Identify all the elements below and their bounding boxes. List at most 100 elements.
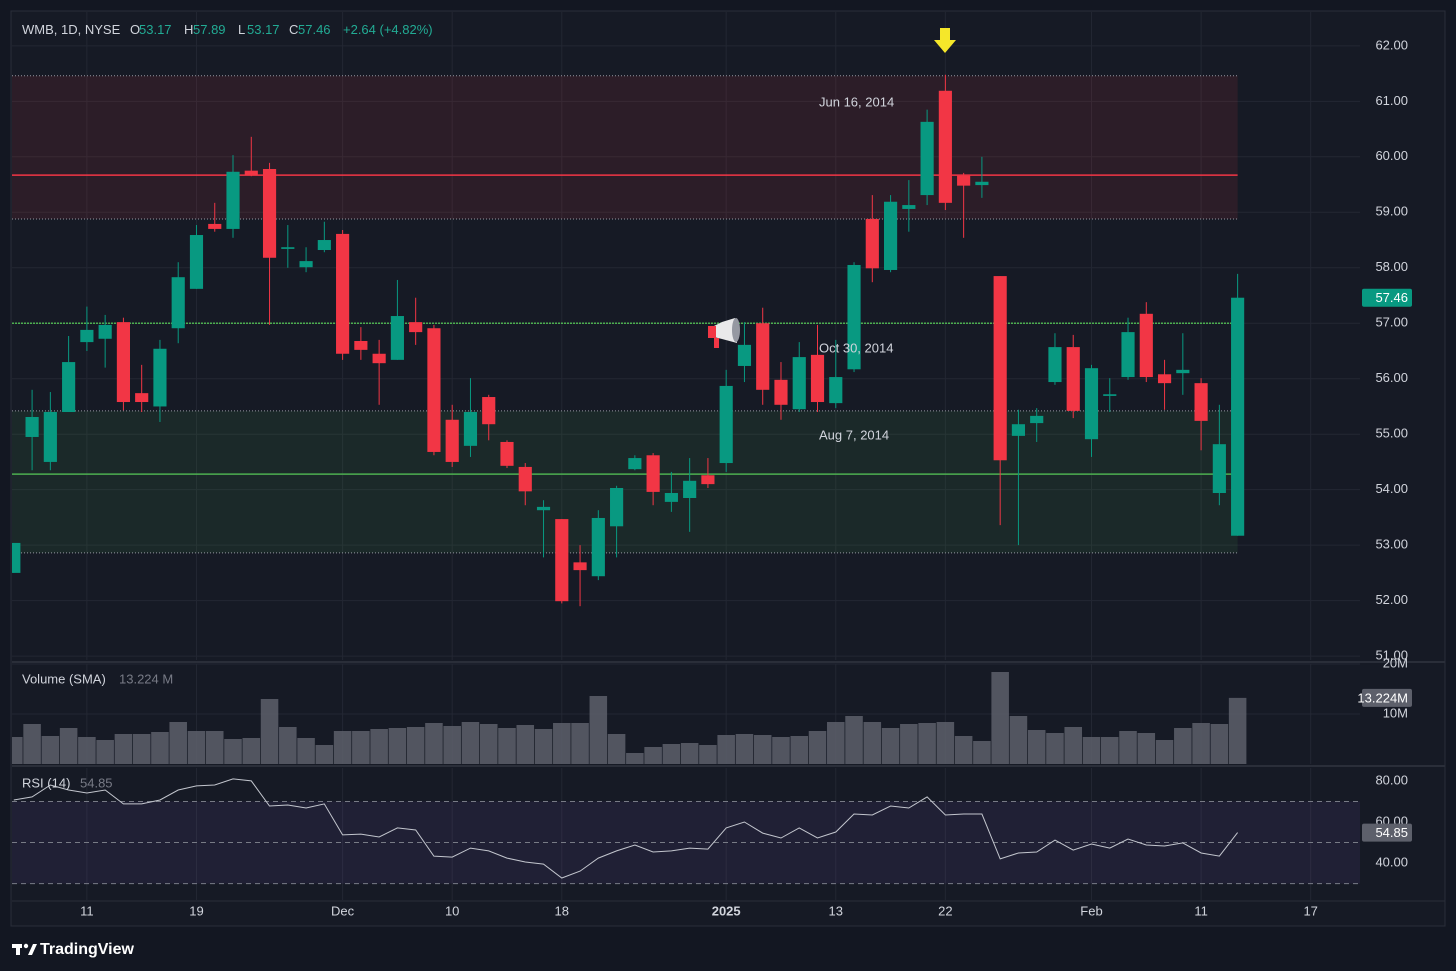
- x-tick-label: 11: [1194, 903, 1208, 918]
- candle-body: [993, 276, 1007, 461]
- candle-body: [12, 542, 21, 573]
- candle-body: [208, 223, 222, 229]
- candle-body: [555, 519, 569, 602]
- x-tick-label: 11: [80, 903, 94, 918]
- ohlc-letter: H: [184, 22, 193, 37]
- symbol: WMB, 1D, NYSE: [22, 22, 121, 37]
- candle-body: [1030, 415, 1044, 424]
- volume-bar: [333, 731, 352, 764]
- volume-pane: [12, 672, 1247, 764]
- volume-bar: [297, 738, 315, 764]
- volume-bar: [1027, 730, 1046, 764]
- candle-body: [409, 322, 423, 333]
- y-tick-label: 62.00: [1375, 37, 1408, 52]
- x-tick-label: 2025: [712, 903, 741, 918]
- x-tick-label: 18: [555, 903, 569, 918]
- candle-body: [683, 480, 697, 498]
- megaphone-icon: [708, 318, 740, 348]
- volume-bar: [1210, 724, 1229, 764]
- chart-frame: [10, 10, 1446, 927]
- volume-bar: [753, 735, 772, 764]
- candle-body: [829, 377, 843, 404]
- volume-bar: [96, 740, 114, 764]
- volume-bar: [132, 734, 151, 764]
- volume-bar: [388, 728, 407, 764]
- y-tick-label: 80.00: [1375, 772, 1408, 787]
- candle-body: [1066, 347, 1080, 411]
- candle-body: [1121, 332, 1135, 378]
- candle-body: [80, 329, 94, 343]
- candle-body: [938, 90, 952, 203]
- y-tick-label: 52.00: [1375, 592, 1408, 607]
- candle-body: [1194, 383, 1208, 421]
- volume-bar: [425, 723, 443, 764]
- candle-body: [1157, 374, 1172, 384]
- ohlc-value: 57.46: [298, 22, 331, 37]
- candle-body: [536, 506, 551, 511]
- candle-body: [792, 357, 806, 410]
- y-tick-label: 57.00: [1375, 315, 1408, 330]
- volume-bar: [315, 745, 334, 764]
- ohlc-letter: O: [130, 22, 140, 37]
- volume-bar: [571, 723, 589, 764]
- ohlc-value: 53.17: [139, 22, 172, 37]
- volume-bar: [973, 741, 991, 764]
- candle-body: [135, 393, 149, 403]
- brand: TradingView: [40, 941, 135, 958]
- y-tick-label: 40.00: [1375, 854, 1408, 869]
- candle-body: [1212, 444, 1226, 494]
- candle-body: [62, 362, 76, 413]
- x-tick-label: Dec: [331, 903, 355, 918]
- volume-bar: [808, 731, 827, 764]
- legend-value: 54.85: [80, 775, 113, 790]
- candle-body: [336, 233, 350, 354]
- price-pane: [12, 74, 1245, 607]
- candle-body: [354, 340, 368, 350]
- volume-bar: [370, 729, 388, 764]
- candle-body: [701, 475, 715, 485]
- volume-bar: [461, 722, 480, 764]
- volume-bar: [918, 723, 936, 764]
- price-tag: 57.46: [1375, 290, 1408, 305]
- candle-body: [189, 235, 204, 289]
- price-tag-box: [1362, 288, 1412, 307]
- volume-bar: [991, 672, 1009, 764]
- annotation: Jun 16, 2014: [819, 94, 894, 109]
- x-tick-label: 17: [1303, 903, 1317, 918]
- volume-bar: [827, 722, 845, 764]
- volume-bar: [59, 728, 78, 764]
- axes: 11 19 Dec 10 18 2025 13 22 Feb 11 17 51.00 52.00 53.0…: [80, 37, 1412, 918]
- volume-bar: [699, 745, 717, 764]
- ohlc-value: 53.17: [247, 22, 280, 37]
- volume-bar: [881, 728, 900, 764]
- volume-bar: [443, 726, 461, 764]
- volume-bar: [936, 722, 955, 764]
- volume-bar: [1064, 727, 1082, 764]
- candle-body: [299, 261, 313, 268]
- volume-bar: [498, 728, 516, 764]
- candle-body: [664, 493, 678, 502]
- rsi-tag-box: [1362, 823, 1412, 842]
- candle-body: [920, 121, 934, 196]
- candle-body: [116, 322, 130, 403]
- legend-value: 13.224 M: [119, 671, 173, 686]
- volume-bar: [589, 696, 608, 764]
- y-tick-label: 53.00: [1375, 537, 1408, 552]
- volume-bar: [260, 699, 279, 764]
- candle-body: [1048, 347, 1062, 383]
- x-tick-label: 22: [938, 903, 952, 918]
- volume-bar: [23, 724, 41, 764]
- volume-bar: [12, 737, 23, 764]
- candle-body: [737, 344, 752, 366]
- ohlc-letter: C: [289, 22, 298, 37]
- y-tick-label: 60.00: [1375, 148, 1408, 163]
- candle-body: [756, 323, 770, 390]
- rsi-tag: 54.85: [1375, 825, 1408, 840]
- volume-bar: [169, 722, 187, 764]
- y-tick-label: 56.00: [1375, 370, 1408, 385]
- candle-body: [317, 240, 331, 251]
- candle-body: [427, 328, 441, 452]
- annotation: Oct 30, 2014: [819, 340, 893, 355]
- y-tick-label: 55.00: [1375, 426, 1408, 441]
- candle-body: [171, 277, 185, 329]
